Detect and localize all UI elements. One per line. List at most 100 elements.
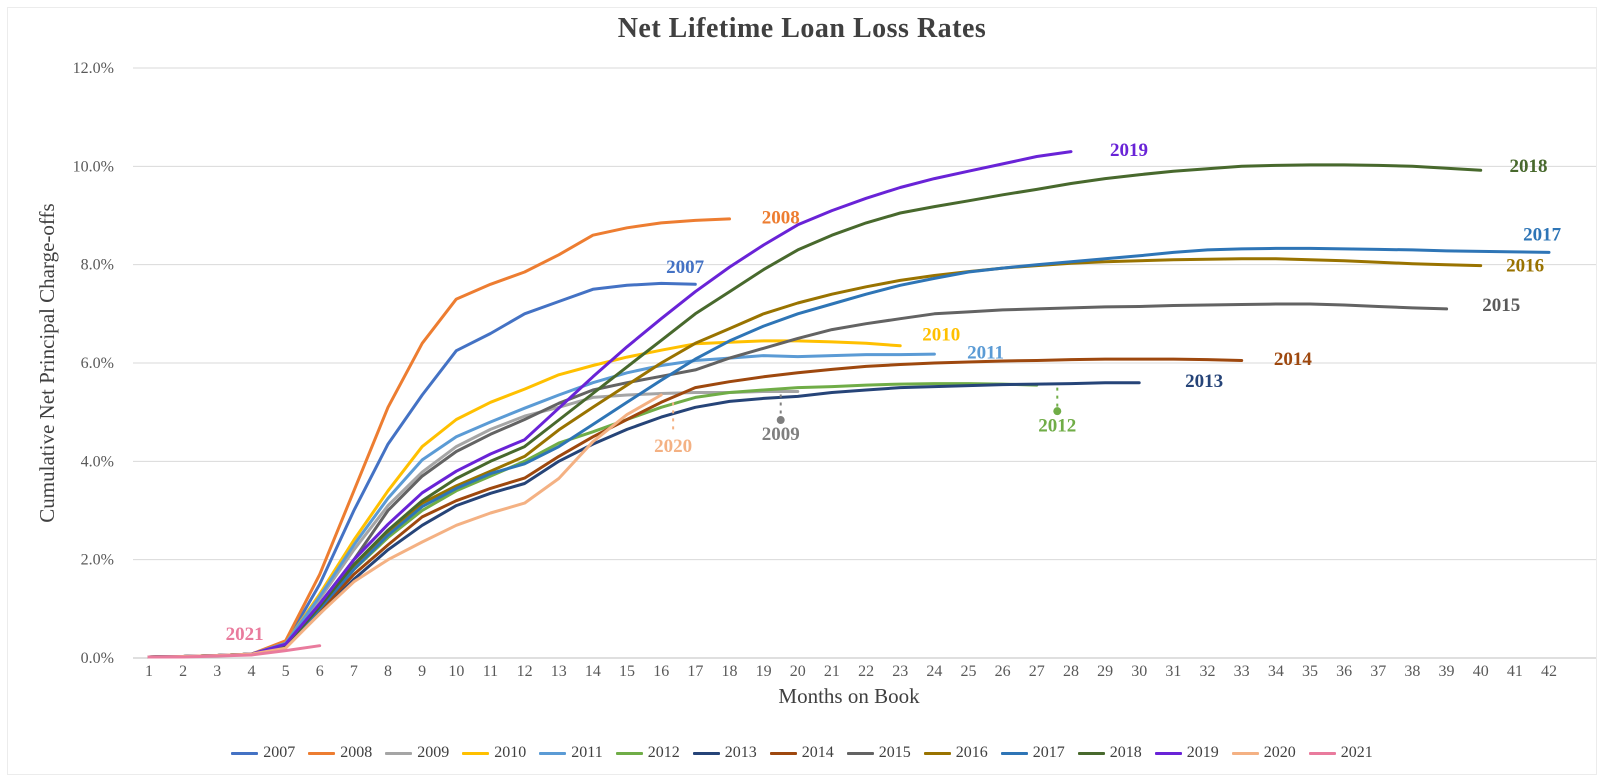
y-tick-10.0%: 10.0%: [73, 158, 114, 175]
series-label-2008: 2008: [762, 207, 800, 228]
x-tick-16: 16: [653, 663, 669, 680]
legend-swatch-2016: [923, 751, 951, 755]
y-tick-8.0%: 8.0%: [81, 257, 114, 274]
series-label-2018: 2018: [1510, 156, 1548, 177]
legend-label-2012: 2012: [647, 744, 680, 761]
x-tick-42: 42: [1541, 663, 1557, 680]
legend-swatch-2020: [1231, 751, 1259, 755]
y-tick-0.0%: 0.0%: [81, 650, 114, 667]
legend-swatch-2008: [308, 751, 336, 755]
callout-dot-2012: [1053, 407, 1062, 416]
x-tick-23: 23: [892, 663, 908, 680]
x-tick-41: 41: [1507, 663, 1523, 680]
legend-swatch-2014: [769, 751, 797, 755]
legend-item-2008: 2008: [308, 744, 372, 762]
axis-ticks: 0.0%2.0%4.0%6.0%8.0%10.0%12.0%1 2 3 4 5 6 7 8 9 1…: [73, 60, 1557, 680]
legend-swatch-2012: [615, 751, 643, 755]
legend-label-2014: 2014: [801, 744, 834, 761]
x-tick-24: 24: [926, 663, 942, 680]
x-tick-5: 5: [282, 663, 290, 680]
series-line-2019: [147, 150, 1073, 659]
x-tick-13: 13: [551, 663, 567, 680]
x-tick-9: 9: [418, 663, 426, 680]
x-tick-11: 11: [483, 663, 498, 680]
x-tick-19: 19: [756, 663, 772, 680]
x-tick-18: 18: [721, 663, 737, 680]
series-line-2016: [147, 257, 1483, 659]
y-tick-2.0%: 2.0%: [81, 552, 114, 569]
series-label-2015: 2015: [1482, 295, 1520, 316]
legend-item-2010: 2010: [462, 744, 526, 762]
series-label-2007: 2007: [666, 257, 705, 278]
x-tick-28: 28: [1063, 663, 1079, 680]
legend-item-2019: 2019: [1154, 744, 1219, 762]
x-tick-38: 38: [1404, 663, 1420, 680]
series-label-2016: 2016: [1506, 255, 1544, 276]
x-tick-4: 4: [247, 663, 255, 680]
legend-label-2020: 2020: [1263, 744, 1296, 761]
legend-swatch-2021: [1308, 751, 1336, 755]
legend-swatch-2019: [1154, 751, 1182, 755]
legend-label-2010: 2010: [494, 744, 527, 761]
legend-label-2018: 2018: [1109, 744, 1142, 761]
legend-label-2016: 2016: [955, 744, 988, 761]
legend-swatch-2011: [539, 751, 567, 755]
legend-label-2009: 2009: [417, 744, 450, 761]
series-callouts: 2009 2012 2020: [654, 387, 1076, 457]
legend-item-2020: 2020: [1231, 744, 1296, 762]
legend-item-2013: 2013: [692, 744, 757, 762]
x-tick-17: 17: [687, 663, 703, 680]
legend-item-2021: 2021: [1308, 744, 1373, 762]
x-tick-26: 26: [995, 663, 1011, 680]
x-tick-21: 21: [824, 663, 840, 680]
series-line-2015: [147, 302, 1449, 659]
legend-label-2017: 2017: [1032, 744, 1065, 761]
x-tick-40: 40: [1473, 663, 1489, 680]
legend-item-2014: 2014: [769, 744, 834, 762]
x-tick-33: 33: [1234, 663, 1250, 680]
legend-item-2009: 2009: [385, 744, 449, 762]
legend-swatch-2009: [385, 751, 413, 755]
series-line-2009: [147, 390, 800, 659]
x-tick-37: 37: [1370, 663, 1386, 680]
series-label-2009: 2009: [762, 424, 800, 445]
chart-title: Net Lifetime Loan Loss Rates: [617, 13, 987, 44]
x-tick-35: 35: [1302, 663, 1318, 680]
legend-label-2007: 2007: [263, 744, 296, 761]
x-tick-30: 30: [1131, 663, 1147, 680]
series-label-2020: 2020: [654, 436, 692, 457]
y-tick-4.0%: 4.0%: [81, 453, 114, 470]
x-tick-31: 31: [1165, 663, 1181, 680]
x-tick-1: 1: [145, 663, 153, 680]
series-label-2010: 2010: [922, 324, 960, 345]
legend-swatch-2010: [462, 751, 490, 755]
legend-swatch-2017: [1000, 751, 1028, 755]
x-tick-8: 8: [384, 663, 392, 680]
y-tick-12.0%: 12.0%: [73, 60, 114, 77]
series-labels: 2007 2008 2010 2011 2013 2014 2015 2016 2017 2018…: [226, 140, 1562, 645]
legend-label-2013: 2013: [724, 744, 757, 761]
series-label-2013: 2013: [1185, 371, 1223, 392]
legend-label-2021: 2021: [1340, 744, 1373, 761]
x-tick-34: 34: [1268, 663, 1284, 680]
legend-item-2017: 2017: [1000, 744, 1065, 762]
x-tick-10: 10: [448, 663, 464, 680]
x-tick-14: 14: [585, 663, 601, 680]
legend-label-2008: 2008: [340, 744, 373, 761]
x-axis-title: Months on Book: [778, 684, 920, 708]
legend-item-2012: 2012: [615, 744, 680, 762]
legend-item-2011: 2011: [539, 744, 603, 762]
series-label-2019: 2019: [1110, 140, 1148, 161]
series-line-2021: [147, 644, 322, 659]
x-tick-22: 22: [858, 663, 874, 680]
callout-dot-2009: [776, 416, 785, 425]
series-label-2017: 2017: [1523, 225, 1562, 246]
x-tick-27: 27: [1029, 663, 1045, 680]
series-line-2011: [147, 352, 936, 659]
x-tick-7: 7: [350, 663, 358, 680]
x-tick-39: 39: [1439, 663, 1455, 680]
legend-swatch-2013: [692, 751, 720, 755]
series-lines: [147, 150, 1551, 659]
series-line-2018: [147, 163, 1483, 659]
